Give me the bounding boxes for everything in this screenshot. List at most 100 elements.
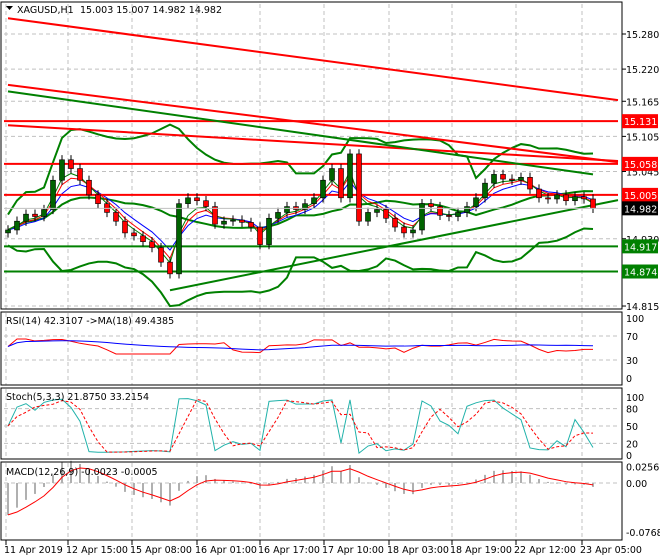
rsi-ma-line (7, 340, 594, 351)
candle-body (545, 197, 551, 200)
time-label: 16 Apr 01:00 (195, 545, 257, 556)
macd-bar (448, 483, 450, 486)
candle-body (383, 209, 389, 219)
candle (302, 198, 308, 215)
trendline (169, 199, 619, 292)
panel-frame-1 (0, 311, 623, 386)
candle-body (140, 235, 146, 242)
candle (347, 149, 353, 203)
macd-panel[interactable] (7, 460, 594, 516)
candle-body (50, 179, 56, 210)
candle (482, 178, 488, 203)
macd-bar (205, 475, 207, 483)
candle-body (86, 179, 92, 196)
candle (194, 193, 200, 206)
macd-bar (160, 483, 162, 503)
rsi-line (7, 338, 594, 355)
rsi-panel[interactable] (7, 338, 594, 355)
macd-bar (61, 461, 63, 483)
candle (248, 217, 254, 232)
candle-body (122, 220, 128, 234)
candle-body (455, 212, 461, 217)
stoch-panel[interactable] (7, 398, 594, 455)
macd-bar (511, 470, 513, 483)
macd-bar (124, 483, 126, 492)
level-badge-label: 15.005 (624, 191, 657, 202)
macd-bar (565, 483, 567, 485)
candle-body (428, 203, 434, 207)
time-label: 15 Apr 08:00 (130, 545, 192, 556)
rsi-title: RSI(14) 42.3107 ->MA(18) 49.4385 (6, 316, 174, 327)
candle (374, 204, 380, 218)
macd-bar (223, 480, 225, 483)
macd-bar (43, 483, 45, 488)
macd-bar (367, 482, 369, 484)
price-label: 15.220 (626, 65, 659, 76)
candle (581, 191, 587, 204)
candle-body (563, 194, 569, 202)
macd-bar (259, 483, 261, 489)
macd-bar (538, 479, 540, 483)
macd-bar (340, 471, 342, 483)
candle (428, 198, 434, 212)
level-badge-label: 15.058 (624, 160, 657, 171)
candle-body (446, 215, 452, 217)
macd-bar (304, 476, 306, 483)
macd-bar (88, 469, 90, 483)
candle (545, 193, 551, 204)
current-price-badge (622, 201, 658, 216)
macd-tick-label: 0.0256 (626, 463, 659, 474)
ohlc-readout: 15.003 15.007 14.982 14.982 (80, 5, 222, 16)
macd-bar (466, 482, 468, 484)
candle-body (59, 159, 65, 181)
rsi-tick-label: 0 (626, 374, 632, 385)
bollinger-lower (7, 227, 594, 308)
candle-body (5, 229, 11, 234)
macd-tick-label: -0.0768 (626, 528, 660, 539)
candle (122, 216, 128, 238)
candle-body (239, 219, 245, 223)
candle-body (491, 174, 497, 184)
price-panel[interactable] (4, 17, 619, 308)
macd-bar (106, 481, 108, 483)
symbol-label: XAGUSD,H1 (17, 5, 74, 16)
grid-lines (4, 4, 618, 540)
candle-body (473, 197, 479, 207)
candle (536, 184, 542, 203)
candle-body (41, 209, 47, 217)
candle (230, 215, 236, 226)
macd-bar (286, 478, 288, 483)
candle (419, 198, 425, 235)
candle-body (221, 220, 227, 225)
macd-bar (277, 481, 279, 483)
candle (77, 163, 83, 185)
candle (50, 175, 56, 215)
macd-bar (178, 483, 180, 491)
candle-body (527, 177, 533, 190)
level-badge (622, 239, 658, 254)
candle (365, 207, 371, 226)
candle (113, 207, 119, 226)
current-price-label: 14.982 (624, 204, 657, 215)
stoch-tick-label: 50 (626, 422, 638, 433)
price-label: 15.105 (626, 132, 659, 143)
ma-red (7, 174, 594, 260)
macd-bar (556, 482, 558, 484)
macd-bar (151, 483, 153, 499)
dropdown-triangle-icon[interactable] (6, 6, 13, 10)
candle-body (581, 196, 587, 200)
candle (131, 228, 137, 241)
time-label: 17 Apr 10:00 (322, 545, 384, 556)
candle-body (149, 241, 155, 248)
candle-body (554, 194, 560, 200)
macd-bar (592, 483, 594, 487)
candle-body (275, 212, 281, 219)
rsi-tick-label: 100 (626, 314, 644, 325)
candle (329, 163, 335, 185)
candle (149, 236, 155, 253)
candle (185, 193, 191, 209)
stoch-tick-label: 0 (626, 451, 632, 462)
candle-body (329, 168, 335, 181)
macd-bar (421, 483, 423, 488)
